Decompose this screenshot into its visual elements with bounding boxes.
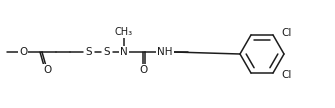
Text: NH: NH	[157, 47, 173, 57]
Text: CH₃: CH₃	[115, 27, 133, 37]
Text: O: O	[140, 65, 148, 75]
Text: O: O	[43, 65, 51, 75]
Text: Cl: Cl	[281, 28, 291, 38]
Text: O: O	[19, 47, 27, 57]
Text: Cl: Cl	[281, 70, 291, 80]
Text: N: N	[120, 47, 128, 57]
Text: S: S	[104, 47, 110, 57]
Text: S: S	[86, 47, 92, 57]
